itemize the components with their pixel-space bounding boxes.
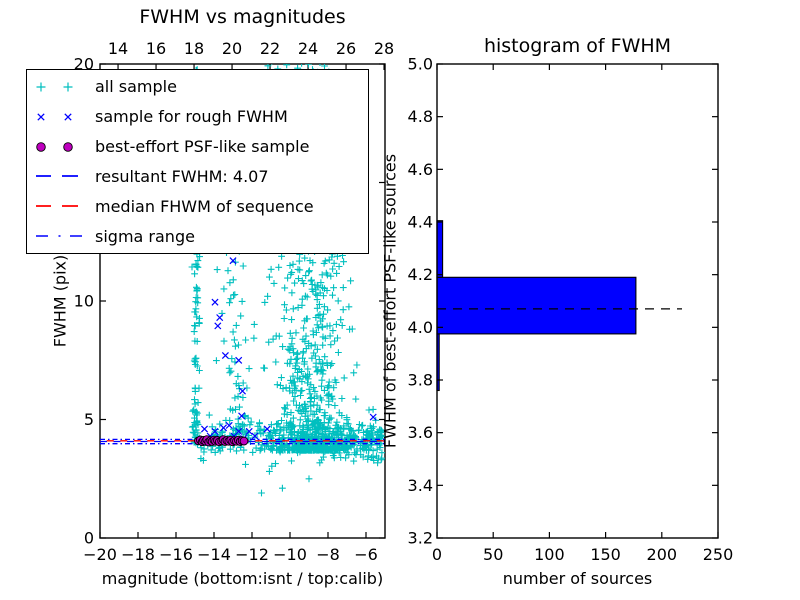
legend-item-label: sigma range	[95, 226, 195, 246]
histogram-bars	[436, 220, 637, 392]
svg-text:24: 24	[298, 39, 318, 58]
legend-item-resultant-fwhm-4-07: resultant FWHM: 4.07	[27, 162, 368, 190]
svg-text:4.4: 4.4	[408, 213, 433, 232]
svg-text:−6: −6	[354, 545, 378, 564]
left-plot-xlabel: magnitude (bottom:isnt / top:calib)	[101, 569, 384, 588]
psf-sample-points	[194, 435, 249, 447]
hist-x-axis-ticks: 0 50 100 150 200 250	[432, 64, 733, 564]
legend-swatch	[37, 113, 72, 121]
svg-text:100: 100	[534, 545, 565, 564]
right-plot-xlabel: number of sources	[502, 569, 653, 588]
legend-item-label: best-effort PSF-like sample	[95, 137, 310, 157]
svg-text:16: 16	[146, 39, 166, 58]
legend-item-label: median FHWM of sequence	[95, 196, 314, 216]
scatter-plot: −20 −18 −16 −14 −12 −10 −8 −6 14 16 18 20 22 24 26 28 0 5…	[74, 39, 395, 564]
svg-text:−14: −14	[197, 545, 231, 564]
svg-text:20: 20	[222, 39, 242, 58]
svg-text:−12: −12	[235, 545, 269, 564]
svg-text:3.2: 3.2	[408, 529, 433, 548]
right-plot-title: histogram of FWHM	[483, 35, 672, 57]
legend-item-label: sample for rough FWHM	[95, 107, 288, 127]
legend-swatch	[36, 235, 82, 237]
right-plot-ylabel: FWHM of best-effort PSF-like sources	[380, 153, 400, 449]
legend-swatch	[36, 175, 78, 178]
svg-text:−20: −20	[83, 545, 117, 564]
svg-text:3.6: 3.6	[408, 423, 433, 442]
svg-text:−8: −8	[316, 545, 340, 564]
legend-swatch	[36, 205, 78, 208]
svg-text:22: 22	[260, 39, 280, 58]
svg-text:5: 5	[84, 410, 94, 429]
hist-y-axis-ticks: 3.2 3.4 3.6 3.8 4.0 4.2 4.4 4.6 4.8 5.0	[408, 55, 718, 548]
svg-text:4.0: 4.0	[408, 318, 433, 337]
legend-item-label: resultant FWHM: 4.07	[95, 166, 269, 186]
legend-item-median-fhwm-of-sequence: median FHWM of sequence	[27, 192, 368, 220]
legend-swatch	[36, 82, 73, 92]
svg-text:50: 50	[483, 545, 503, 564]
legend: all sample sample for rough FWHM best-effo…	[26, 69, 369, 254]
svg-text:5.0: 5.0	[408, 55, 433, 74]
histogram-plot: 0 50 100 150 200 250 3.2 3.4 3.6 3.8 4.0 4.2 4.4 4.6 4…	[408, 55, 734, 565]
svg-text:−18: −18	[121, 545, 155, 564]
svg-text:18: 18	[184, 39, 204, 58]
legend-swatch	[36, 141, 73, 152]
svg-text:−16: −16	[159, 545, 193, 564]
svg-text:150: 150	[590, 545, 621, 564]
svg-text:4.6: 4.6	[408, 160, 433, 179]
legend-item-all-sample: all sample	[27, 73, 368, 101]
svg-text:0: 0	[84, 529, 94, 548]
svg-text:−10: −10	[273, 545, 307, 564]
svg-text:20: 20	[74, 55, 94, 74]
svg-text:28: 28	[374, 39, 394, 58]
svg-text:3.4: 3.4	[408, 476, 433, 495]
rough-fwhm-points	[200, 257, 377, 443]
svg-text:0: 0	[432, 545, 442, 564]
x-axis-bottom-ticks: −20 −18 −16 −14 −12 −10 −8 −6	[83, 532, 378, 564]
legend-item-sample-for-rough-fwhm: sample for rough FWHM	[27, 103, 368, 131]
left-plot-title: FWHM vs magnitudes	[139, 6, 346, 28]
svg-text:4.8: 4.8	[408, 107, 433, 126]
svg-text:4.2: 4.2	[408, 265, 433, 284]
svg-text:250: 250	[703, 545, 734, 564]
legend-item-label: all sample	[95, 77, 177, 97]
x-axis-top-ticks: 14 16 18 20 22 24 26 28	[108, 39, 394, 70]
svg-text:14: 14	[108, 39, 128, 58]
svg-text:3.8: 3.8	[408, 371, 433, 390]
svg-text:10: 10	[74, 292, 94, 311]
svg-text:26: 26	[336, 39, 356, 58]
legend-item-best-effort-psf-like-sample: best-effort PSF-like sample	[27, 133, 368, 161]
legend-item-sigma-range: sigma range	[27, 222, 368, 250]
left-plot-ylabel: FWHM (pix)	[50, 254, 70, 348]
svg-text:200: 200	[647, 545, 678, 564]
